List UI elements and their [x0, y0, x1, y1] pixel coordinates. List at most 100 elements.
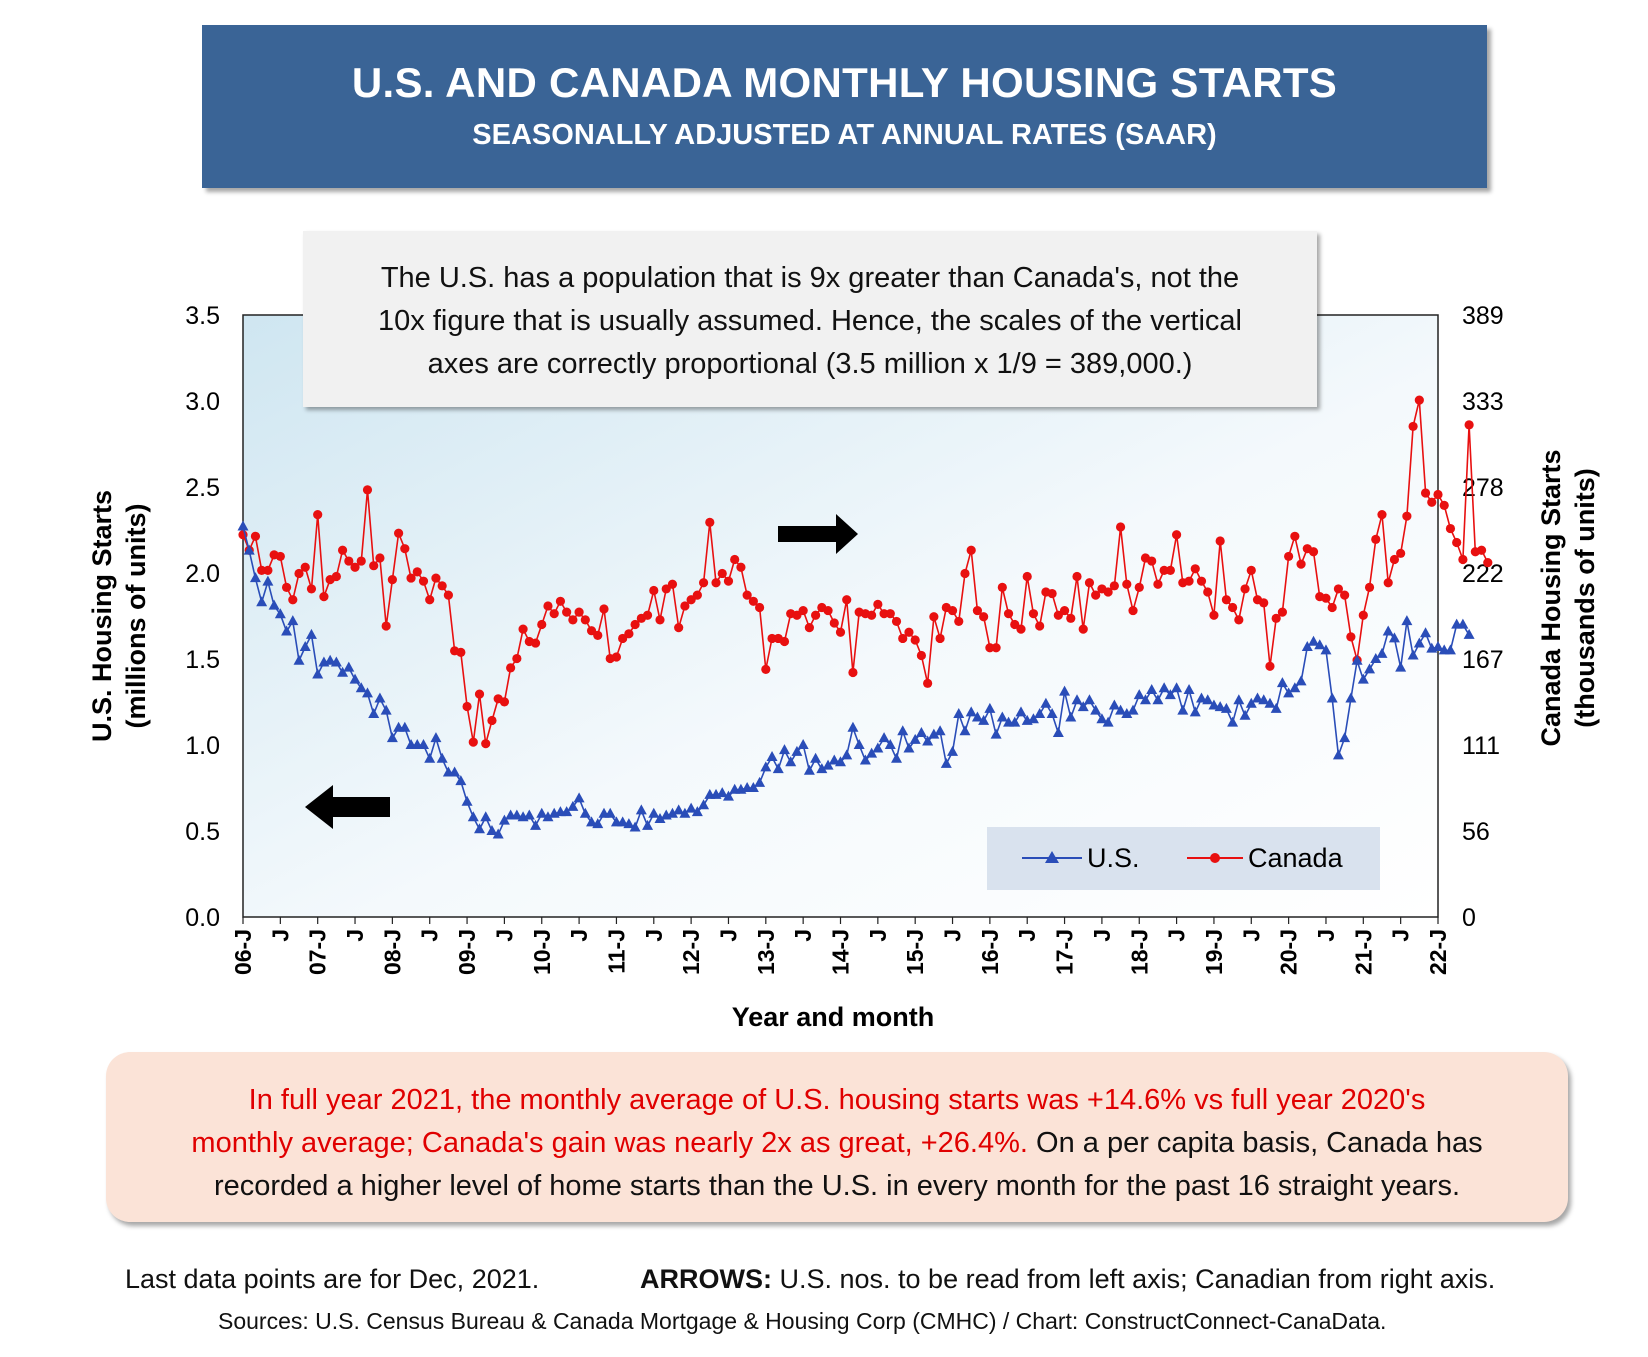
canada-point [580, 615, 590, 625]
us-point [691, 806, 703, 817]
us-point [1164, 689, 1176, 700]
x-tick-label: 20-J [1276, 929, 1302, 975]
us-point [1146, 683, 1158, 694]
note-line-3: axes are correctly proportional (3.5 mil… [427, 348, 1193, 380]
canada-point [742, 590, 752, 600]
us-point [1202, 694, 1214, 705]
us-point [1351, 654, 1363, 665]
left-tick-label: 1.5 [185, 646, 220, 674]
us-point [1420, 627, 1432, 638]
canada-point [867, 610, 877, 620]
us-point [947, 745, 959, 756]
y-axis-right-label-line2: (thousands of units) [1570, 468, 1600, 727]
us-point [1115, 704, 1127, 715]
us-point [511, 809, 523, 820]
legend-canada-label: Canada [1248, 843, 1344, 873]
us-point [722, 790, 734, 801]
canada-point [761, 664, 771, 674]
canada-point [250, 531, 261, 541]
x-axis-label: Year and month [732, 1002, 935, 1032]
canada-point [811, 610, 821, 620]
canada-point [393, 528, 404, 538]
us-point [536, 807, 548, 818]
summary-line-2: monthly average; Canada's gain was nearl… [106, 1122, 1568, 1165]
canada-point [530, 638, 541, 648]
canada-point [462, 701, 472, 712]
legend-us-marker [1045, 851, 1059, 863]
us-point [866, 747, 878, 758]
population-note: The U.S. has a population that is 9x gre… [303, 231, 1317, 407]
us-point [1382, 625, 1394, 636]
x-tick-label: J [790, 929, 816, 942]
us-point [1227, 716, 1239, 727]
canada-point [947, 605, 958, 616]
us-point [1065, 711, 1077, 722]
canada-point [375, 553, 385, 563]
us-point [1158, 682, 1170, 693]
us-point [237, 520, 249, 531]
canada-point [1340, 590, 1350, 600]
canada-point [281, 582, 292, 592]
canada-point [1402, 511, 1412, 521]
canada-point [356, 556, 366, 566]
canada-point [275, 551, 285, 562]
us-point [455, 775, 467, 786]
x-tick-label: 07-J [305, 929, 331, 975]
left-arrow-icon [305, 785, 390, 829]
us-point [629, 821, 641, 832]
canada-point [1371, 534, 1381, 544]
us-point [287, 615, 299, 626]
legend: U.S. Canada [987, 827, 1380, 890]
us-point [249, 572, 261, 583]
right-tick-label: 111 [1462, 732, 1500, 760]
canada-point [1028, 609, 1039, 619]
left-tick-label: 1.0 [185, 732, 220, 760]
us-point [766, 751, 778, 762]
us-point [480, 811, 492, 822]
canada-point [972, 605, 983, 616]
us-point [1239, 709, 1251, 720]
us-point [853, 739, 865, 749]
canada-point [1439, 500, 1449, 510]
canada-point [337, 545, 348, 555]
canada-point [1215, 536, 1225, 546]
us-point [355, 682, 367, 693]
x-tick-label: 11-J [603, 929, 629, 974]
left-tick-label: 2.0 [185, 560, 220, 588]
canada-point [910, 635, 920, 645]
canada-point [518, 624, 528, 634]
sources-note: Sources: U.S. Census Bureau & Canada Mor… [218, 1308, 1387, 1334]
us-point [685, 802, 697, 813]
canada-point [798, 605, 808, 616]
canada-point [954, 616, 964, 627]
canada-point [829, 618, 839, 628]
us-point [928, 728, 940, 739]
us-point [604, 807, 616, 818]
canada-point [1445, 523, 1456, 534]
us-point [909, 733, 921, 744]
right-tick-label: 0 [1462, 904, 1476, 932]
x-tick-label: 14-J [828, 929, 854, 975]
x-tick-label: J [1164, 929, 1190, 942]
canada-point [288, 595, 298, 605]
us-point [1463, 628, 1475, 639]
canada-point [1284, 551, 1294, 562]
us-point [1071, 694, 1083, 705]
us-point [243, 544, 255, 555]
us-point [859, 754, 871, 765]
x-tick-label: 15-J [902, 929, 928, 975]
x-tick-label: 22-J [1425, 929, 1451, 975]
right-tick-label: 389 [1462, 302, 1504, 330]
canada-point [966, 545, 976, 555]
us-point [1283, 687, 1295, 698]
canada-point [362, 485, 373, 495]
right-tick-label: 222 [1462, 560, 1504, 588]
canada-point [624, 629, 634, 639]
us-point [841, 749, 853, 760]
canada-point [1464, 420, 1474, 430]
canada-point [898, 633, 908, 644]
canada-point [779, 636, 790, 647]
canada-point [543, 601, 553, 611]
canada-point [425, 595, 435, 605]
summary-box: In full year 2021, the monthly average o… [106, 1052, 1568, 1222]
